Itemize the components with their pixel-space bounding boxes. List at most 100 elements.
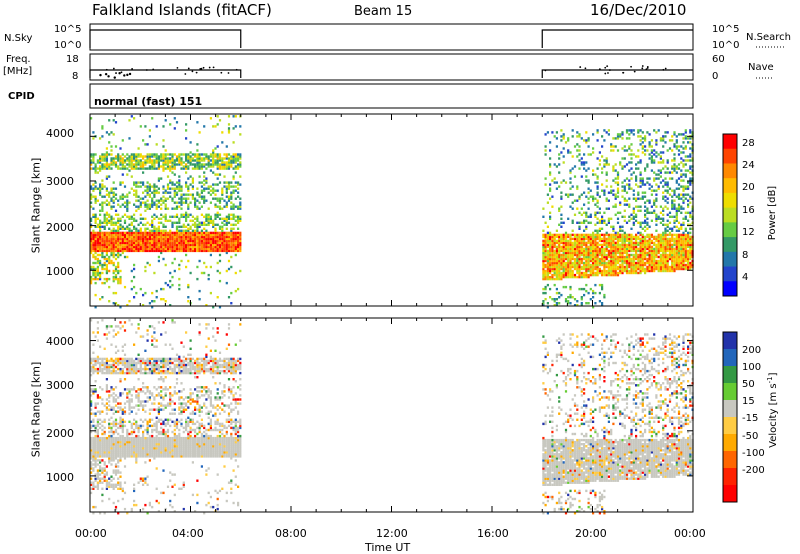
power-cell (610, 255, 613, 259)
velocity-cell (101, 459, 104, 462)
power-cell (114, 275, 118, 279)
power-cell (641, 141, 644, 144)
power-cell (214, 155, 217, 158)
power-cell (546, 257, 549, 261)
power-cell (103, 195, 106, 198)
power-cell (567, 193, 570, 196)
power-cell (567, 275, 570, 279)
power-cell (112, 229, 115, 232)
power-cell (157, 159, 160, 162)
power-cell (560, 275, 563, 279)
power-cell (110, 145, 113, 148)
power-cell (230, 243, 233, 247)
power-cell (227, 199, 231, 202)
power-cell (673, 153, 676, 156)
power-cell (659, 175, 662, 178)
velocity-cell (110, 416, 113, 419)
power-cell (126, 215, 129, 218)
power-cell (223, 157, 226, 160)
power-cell (144, 249, 147, 253)
power-cell (185, 219, 188, 222)
velocity-cell (105, 384, 108, 387)
power-cell (551, 237, 554, 241)
power-cell (108, 153, 111, 156)
power-cell (146, 181, 149, 184)
power-cell (644, 149, 647, 152)
power-cell (123, 221, 127, 224)
velocity-cell (90, 367, 93, 371)
power-cell (571, 296, 574, 299)
power-cell (160, 221, 163, 224)
power-cell (671, 267, 674, 271)
power-cell (110, 163, 113, 166)
power-cell (623, 215, 626, 218)
power-cell (625, 259, 629, 263)
power-cell (112, 251, 115, 255)
power-cell (589, 247, 592, 251)
power-cell (178, 239, 181, 243)
power-cell (594, 273, 597, 277)
power-cell (196, 199, 199, 202)
power-cell (218, 159, 222, 162)
power-cell (644, 169, 647, 172)
power-cell (207, 191, 210, 194)
power-cell (103, 167, 106, 170)
power-cell (151, 185, 154, 188)
power-cell (680, 255, 683, 259)
power-cell (549, 183, 552, 186)
power-cell (200, 165, 203, 168)
power-cell (616, 239, 620, 243)
power-cell (203, 233, 206, 237)
velocity-cell (110, 453, 113, 456)
power-cell (544, 251, 547, 255)
power-cell (635, 167, 638, 170)
power-cell (164, 231, 167, 235)
power-cell (187, 155, 190, 158)
power-cell (614, 145, 617, 148)
power-cell (96, 159, 99, 162)
power-cell (175, 185, 179, 188)
power-cell (614, 193, 617, 196)
power-cell (214, 247, 217, 251)
power-cell (555, 267, 558, 271)
power-cell (205, 304, 208, 307)
power-cell (128, 300, 131, 303)
power-cell (553, 253, 556, 257)
power-cell (189, 241, 192, 245)
power-cell (596, 131, 599, 134)
power-cell (576, 239, 579, 243)
velocity-cell (96, 481, 99, 484)
power-cell (682, 207, 685, 210)
power-cell (551, 243, 554, 247)
power-cell (689, 239, 692, 243)
power-cell (675, 245, 678, 249)
power-cell (637, 191, 640, 194)
power-cell (614, 213, 617, 216)
power-cell (112, 191, 115, 194)
power-cell (230, 235, 233, 239)
power-cell (587, 273, 590, 277)
power-cell (650, 185, 653, 188)
power-cell (101, 187, 104, 190)
power-cell (612, 255, 615, 259)
power-cell (171, 235, 174, 239)
velocity-cell (114, 440, 118, 444)
power-cell (216, 189, 219, 192)
power-cell (671, 263, 674, 267)
power-cell (214, 217, 217, 220)
power-cell (178, 245, 181, 249)
power-cell (216, 155, 219, 158)
power-cell (585, 233, 588, 237)
power-cell (103, 165, 106, 168)
power-cell (209, 247, 212, 251)
power-cell (569, 296, 572, 299)
power-cell (549, 275, 552, 279)
power-cell (569, 239, 572, 243)
power-cell (625, 269, 629, 273)
power-cell (594, 233, 597, 237)
power-cell (659, 139, 662, 142)
power-cell (119, 183, 122, 186)
power-cell (232, 153, 235, 156)
power-cell (677, 239, 681, 243)
power-cell (549, 261, 552, 265)
